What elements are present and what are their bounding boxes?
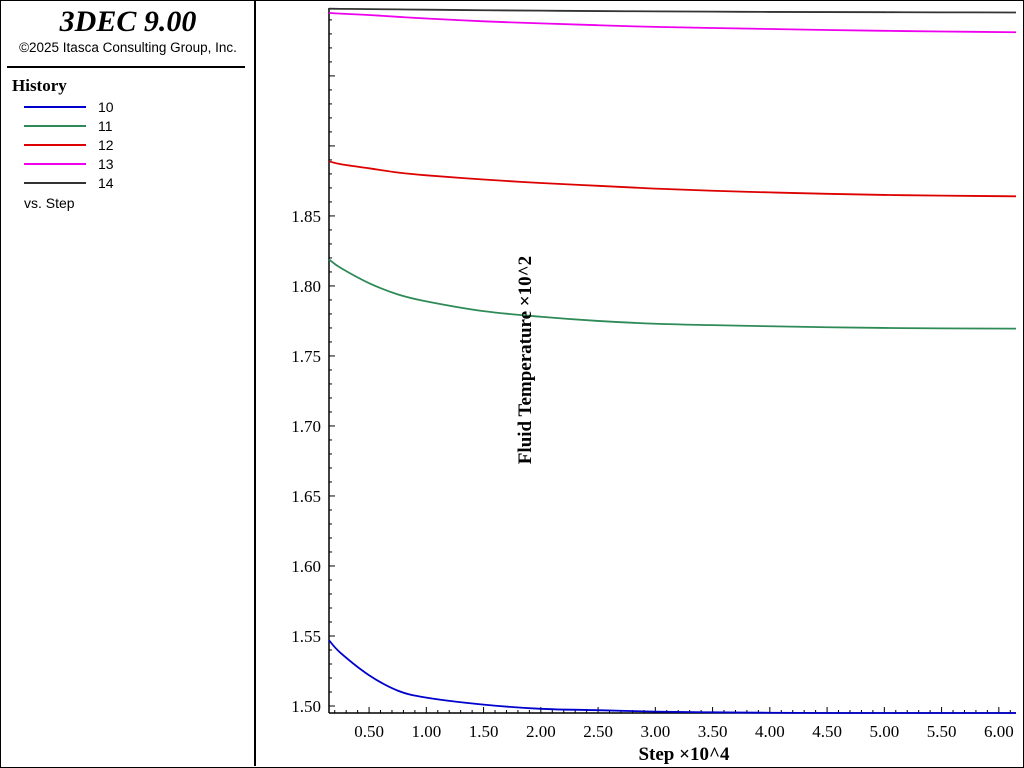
chart-axes xyxy=(328,8,1016,714)
legend-label: 13 xyxy=(98,156,114,172)
legend-vs-label: vs. Step xyxy=(24,195,75,211)
app-title: 3DEC 9.00 xyxy=(59,5,197,38)
x-tick-label: 3.00 xyxy=(640,722,670,741)
y-tick-label: 1.75 xyxy=(291,347,321,366)
legend-item-14: 14 xyxy=(24,174,244,193)
x-tick-label: 4.00 xyxy=(755,722,785,741)
x-tick-label: 0.50 xyxy=(354,722,384,741)
series-line-10 xyxy=(328,639,1016,714)
x-tick-label: 5.00 xyxy=(869,722,899,741)
legend: 10 11 12 13 14 xyxy=(24,98,244,193)
legend-item-12: 12 xyxy=(24,136,244,155)
series-line-13 xyxy=(328,12,1017,34)
chart-tick-labels: 1.50 1.55 1.60 1.65 1.70 1.75 1.80 1.85 0.50 1.00… xyxy=(291,207,1013,741)
x-tick-label: 4.50 xyxy=(812,722,842,741)
side-panel: 3DEC 9.00 ©2025 Itasca Consulting Group,… xyxy=(0,0,256,766)
legend-label: 12 xyxy=(98,137,114,153)
x-tick-label: 2.50 xyxy=(583,722,613,741)
history-chart: 1.50 1.55 1.60 1.65 1.70 1.75 1.80 1.85 0.50 1.00… xyxy=(291,7,1017,765)
x-tick-label: 6.00 xyxy=(984,722,1014,741)
series-line-14 xyxy=(328,7,1017,14)
y-axis-title: Fluid Temperature ×10^2 xyxy=(515,256,536,464)
series-line-11 xyxy=(328,258,1017,330)
legend-swatch xyxy=(24,144,86,146)
x-tick-label: 1.00 xyxy=(411,722,441,741)
y-tick-label: 1.60 xyxy=(291,557,321,576)
legend-swatch xyxy=(24,182,86,184)
chart-series xyxy=(328,7,1017,714)
legend-label: 10 xyxy=(98,99,114,115)
y-tick-label: 1.80 xyxy=(291,277,321,296)
legend-label: 14 xyxy=(98,175,114,191)
y-tick-label: 1.50 xyxy=(291,697,321,716)
y-tick-label: 1.70 xyxy=(291,417,321,436)
x-tick-label: 5.50 xyxy=(927,722,957,741)
legend-swatch xyxy=(24,163,86,165)
y-tick-label: 1.85 xyxy=(291,207,321,226)
legend-item-13: 13 xyxy=(24,155,244,174)
series-line-12 xyxy=(328,160,1017,198)
x-tick-label: 1.50 xyxy=(469,722,499,741)
legend-label: 11 xyxy=(98,118,113,134)
legend-heading: History xyxy=(12,76,67,95)
legend-item-11: 11 xyxy=(24,117,244,136)
x-tick-label: 3.50 xyxy=(698,722,728,741)
x-axis-title: Step ×10^4 xyxy=(638,744,730,765)
title-divider xyxy=(7,66,245,68)
copyright-text: ©2025 Itasca Consulting Group, Inc. xyxy=(19,40,237,55)
y-tick-label: 1.55 xyxy=(291,627,321,646)
x-tick-label: 2.00 xyxy=(526,722,556,741)
y-tick-label: 1.65 xyxy=(291,487,321,506)
legend-swatch xyxy=(24,106,86,108)
legend-swatch xyxy=(24,125,86,127)
legend-item-10: 10 xyxy=(24,98,244,117)
